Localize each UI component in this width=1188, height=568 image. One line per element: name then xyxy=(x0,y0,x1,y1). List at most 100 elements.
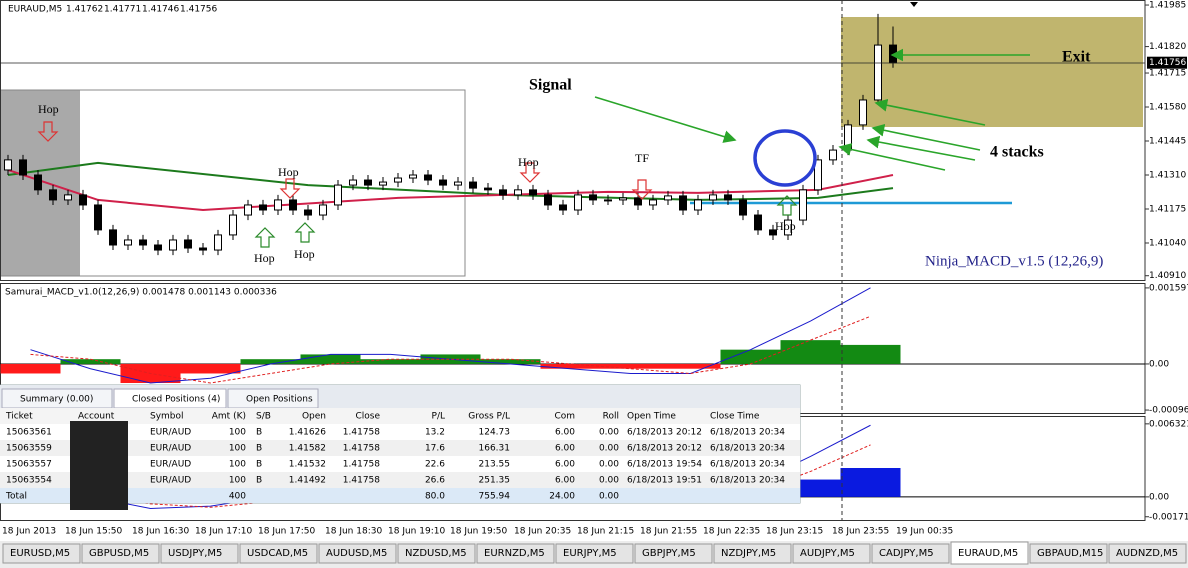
y-tick-label: 1.41820 xyxy=(1149,42,1186,52)
column-header[interactable]: Symbol xyxy=(150,412,184,422)
cell: 6/18/2013 20:34 xyxy=(710,460,785,470)
cell: 1.41582 xyxy=(289,444,326,454)
symbol-tab-label[interactable]: GBPJPY,M5 xyxy=(642,548,696,559)
column-header[interactable]: Amt (K) xyxy=(212,412,246,422)
symbol-tab[interactable] xyxy=(239,543,318,564)
candle-body xyxy=(544,194,552,206)
symbol-tab-label[interactable]: AUDUSD,M5 xyxy=(326,548,387,559)
symbol-tab-label[interactable]: EURJPY,M5 xyxy=(563,548,617,559)
total-cell: 755.94 xyxy=(479,492,511,502)
column-header[interactable]: Account xyxy=(78,412,115,422)
terminal-tab-label[interactable]: Summary (0.00) xyxy=(20,395,93,405)
total-cell: 0.00 xyxy=(599,492,619,502)
cell: 6/18/2013 19:54 xyxy=(627,460,702,470)
symbol-tab[interactable] xyxy=(397,543,476,564)
cell: 6/18/2013 20:34 xyxy=(710,476,785,486)
cell: 1.41758 xyxy=(343,476,380,486)
symbol-tab[interactable] xyxy=(81,543,160,564)
cell: 15063557 xyxy=(6,460,52,470)
candle-body xyxy=(124,239,132,246)
cell: B xyxy=(256,476,262,486)
histogram-bar xyxy=(780,340,841,364)
candle-body xyxy=(589,194,597,201)
column-header[interactable]: Com xyxy=(554,412,575,422)
symbol-tab[interactable] xyxy=(871,543,950,564)
symbol-tab[interactable] xyxy=(1108,543,1187,564)
symbol-tab-label[interactable]: USDJPY,M5 xyxy=(168,548,222,559)
cell: 100 xyxy=(229,428,246,438)
table-row[interactable] xyxy=(0,424,800,440)
candle-body xyxy=(49,189,57,201)
hop-label: Hop xyxy=(294,247,315,261)
column-header[interactable]: S/B xyxy=(256,412,271,422)
candle-body xyxy=(169,239,177,251)
column-header[interactable]: Open xyxy=(302,412,326,422)
column-header[interactable]: Roll xyxy=(603,412,619,422)
current-price-label: 1.41756 xyxy=(1149,58,1186,68)
symbol-tab-label[interactable]: EURUSD,M5 xyxy=(10,548,70,559)
symbol-tab[interactable] xyxy=(950,541,1029,565)
column-header[interactable]: Open Time xyxy=(627,412,676,422)
symbol-tab[interactable] xyxy=(476,543,555,564)
terminal-tab-label[interactable]: Open Positions xyxy=(246,395,313,405)
time-label: 18 Jun 2013 xyxy=(2,527,56,537)
cell: 6.00 xyxy=(555,476,575,486)
indicator-label: Ninja_MACD_v1.5 (12,26,9) xyxy=(925,253,1103,269)
y-tick-label: 1.41715 xyxy=(1149,69,1186,79)
symbol-tab-label[interactable]: CADJPY,M5 xyxy=(879,548,934,559)
symbol-tab[interactable] xyxy=(1029,543,1108,564)
symbol-tab-label[interactable]: GBPUSD,M5 xyxy=(89,548,149,559)
cell: B xyxy=(256,460,262,470)
histogram-bar xyxy=(540,363,601,369)
cell: EUR/AUD xyxy=(150,460,191,470)
cell: 251.35 xyxy=(479,476,511,486)
candle-body xyxy=(739,199,747,216)
cell: 1.41492 xyxy=(289,476,326,486)
symbol-tab-label[interactable]: AUDJPY,M5 xyxy=(800,548,855,559)
candle-body xyxy=(229,214,237,236)
total-cell: 80.0 xyxy=(425,492,445,502)
candle-body xyxy=(814,159,822,191)
table-row[interactable] xyxy=(0,472,800,488)
cell: 15063554 xyxy=(6,476,52,486)
candle-body xyxy=(619,197,627,201)
terminal-tab-label[interactable]: Closed Positions (4) xyxy=(132,395,220,405)
symbol-tab-label[interactable]: NZDJPY,M5 xyxy=(721,548,776,559)
candle-body xyxy=(874,44,882,101)
symbol-tab-label[interactable]: NZDUSD,M5 xyxy=(405,548,467,559)
cell: EUR/AUD xyxy=(150,476,191,486)
candle-body xyxy=(454,181,462,186)
cell: 0.00 xyxy=(599,460,619,470)
hop-label: Hop xyxy=(518,155,539,169)
candle-body xyxy=(364,179,372,186)
candle-body xyxy=(529,189,537,196)
column-header[interactable]: Ticket xyxy=(5,412,33,422)
symbol-tab-label[interactable]: EURAUD,M5 xyxy=(958,548,1018,559)
column-header[interactable]: Close Time xyxy=(710,412,760,422)
hop-label: Hop xyxy=(278,165,299,179)
symbol-tab[interactable] xyxy=(160,543,239,564)
symbol-tab[interactable] xyxy=(792,543,871,564)
symbol-tab-label[interactable]: AUDNZD,M5 xyxy=(1116,548,1178,559)
column-header[interactable]: P/L xyxy=(432,412,445,422)
symbol-tab[interactable] xyxy=(634,543,713,564)
symbol-tab[interactable] xyxy=(318,543,397,564)
symbol-tab[interactable] xyxy=(2,543,81,564)
candle-body xyxy=(184,239,192,249)
cell: 1.41758 xyxy=(343,428,380,438)
candle-body xyxy=(19,159,27,176)
column-header[interactable]: Close xyxy=(355,412,380,422)
time-label: 19 Jun 00:35 xyxy=(896,527,953,537)
tf-label: TF xyxy=(635,151,649,165)
candle-body xyxy=(784,219,792,236)
symbol-tab-label[interactable]: USDCAD,M5 xyxy=(247,548,308,559)
symbol-tab-label[interactable]: EURNZD,M5 xyxy=(484,548,545,559)
table-row[interactable] xyxy=(0,456,800,472)
symbol-tab[interactable] xyxy=(555,543,634,564)
table-row[interactable] xyxy=(0,440,800,456)
symbol-tab[interactable] xyxy=(713,543,792,564)
symbol-tab-label[interactable]: GBPAUD,M15 xyxy=(1037,548,1103,559)
time-label: 18 Jun 17:10 xyxy=(195,527,252,537)
cell: 15063559 xyxy=(6,444,52,454)
column-header[interactable]: Gross P/L xyxy=(468,412,510,422)
